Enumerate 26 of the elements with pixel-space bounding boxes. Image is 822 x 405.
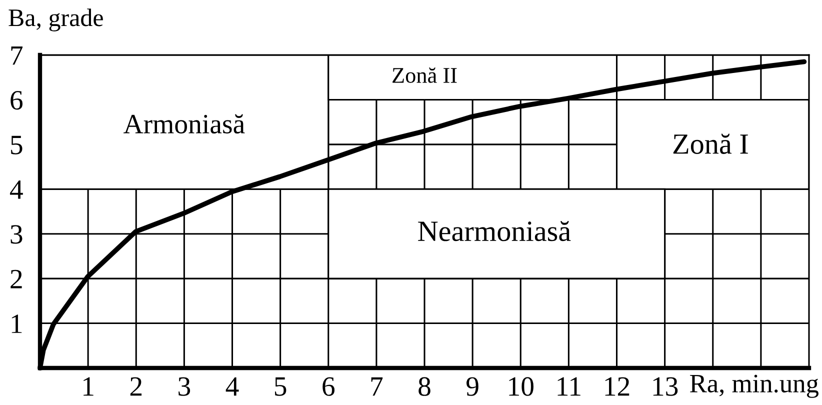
y-tick-label: 3 (10, 225, 22, 244)
x-tick-label: 2 (130, 377, 142, 396)
x-tick-label: 11 (558, 377, 580, 396)
y-tick-label: 1 (12, 314, 22, 333)
x-tick-label: 12 (605, 377, 630, 396)
y-tick-label: 5 (11, 136, 22, 154)
annotation: Zonă I (673, 134, 748, 154)
x-tick-label: 10 (509, 377, 534, 396)
x-tick-label: 4 (226, 377, 239, 396)
x-tick-label: 6 (322, 377, 334, 396)
x-tick-label: 13 (653, 377, 678, 396)
x-tick-label: 8 (418, 377, 430, 396)
y-axis-title: Ba, grade (8, 8, 103, 32)
y-tick-label: 6 (10, 90, 23, 110)
x-tick-label: 1 (84, 377, 94, 396)
annotation: Armoniasă (124, 114, 245, 134)
x-tick-label: 7 (371, 377, 383, 396)
annotation: Zonă II (392, 68, 457, 83)
x-tick-label: 3 (178, 377, 190, 396)
x-tick-label: 9 (466, 377, 478, 396)
annotation: Nearmoniasă (418, 220, 571, 242)
x-tick-label: 5 (274, 377, 286, 396)
y-tick-label: 4 (10, 180, 23, 199)
y-tick-label: 7 (11, 46, 23, 65)
y-tick-label: 2 (10, 270, 22, 288)
x-axis-title: Ra, min.ung (690, 374, 818, 398)
